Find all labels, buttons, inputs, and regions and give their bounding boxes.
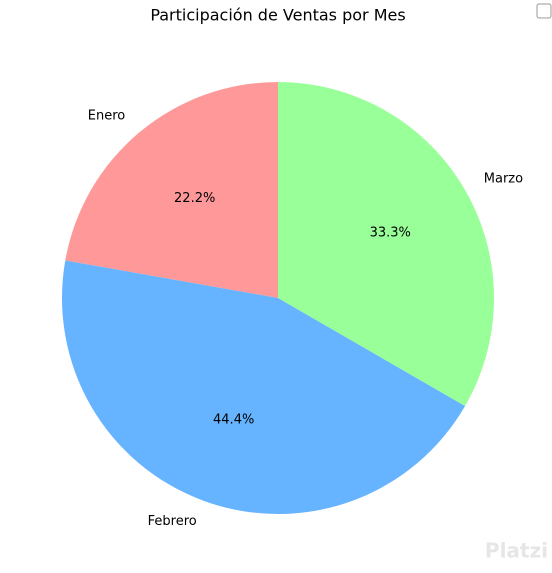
checkbox[interactable]: [536, 3, 552, 19]
slice-label: Febrero: [148, 514, 197, 529]
pie-slice: [278, 82, 494, 406]
slice-label: Enero: [88, 108, 126, 123]
watermark: Platzi: [485, 539, 548, 563]
chart-title: Participación de Ventas por Mes: [150, 6, 405, 25]
value-label: 33.3%: [370, 226, 411, 241]
pie: Enero 22.2% Febrero 44.4% Marzo 33.3%: [61, 82, 523, 529]
pie-slice: [61, 260, 466, 515]
slice-label: Marzo: [484, 172, 523, 187]
value-label: 44.4%: [213, 412, 254, 427]
value-label: 22.2%: [174, 191, 215, 206]
pie-slice: [65, 82, 278, 298]
